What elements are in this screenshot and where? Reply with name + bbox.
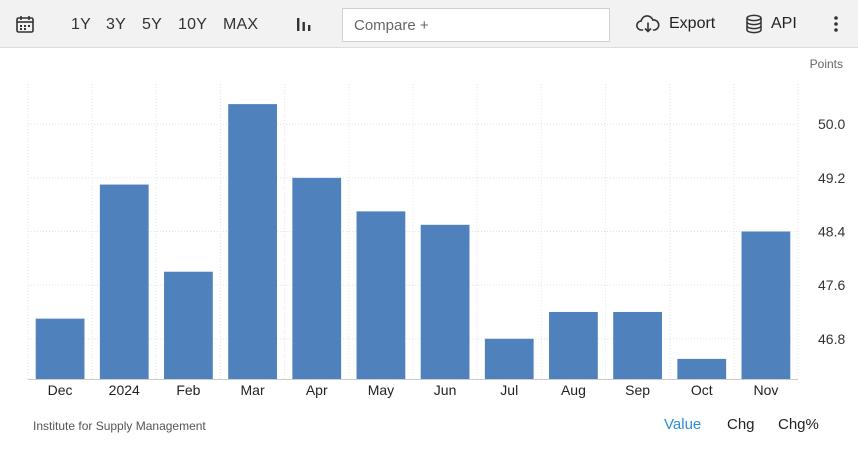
export-button[interactable]: Export [636, 0, 715, 48]
bar-chart: 46.8 47.6 48.4 49.2 50.0 Points Dec 2024 Feb Mar A… [27, 57, 845, 398]
calendar-icon [16, 16, 34, 33]
bar [484, 338, 534, 379]
x-tick-label: May [368, 382, 394, 398]
bar [677, 358, 727, 379]
bar [35, 318, 85, 379]
range-3y-button[interactable]: 3Y [106, 16, 126, 33]
compare-input[interactable] [342, 8, 610, 42]
tab-chg[interactable]: Chg [727, 416, 755, 433]
x-tick-label: Jun [434, 382, 457, 398]
y-tick-label: 49.2 [818, 170, 845, 186]
x-tick-label: Jul [500, 382, 518, 398]
y-tick-label: 46.8 [818, 331, 845, 347]
bar [99, 184, 149, 379]
y-tick-label: 48.4 [818, 224, 845, 240]
chart-type-button[interactable] [295, 0, 313, 48]
range-5y-button[interactable]: 5Y [142, 16, 162, 33]
export-label: Export [669, 15, 716, 32]
bar [356, 211, 406, 379]
bar [613, 311, 662, 379]
cloud-download-icon [636, 15, 660, 33]
bar [741, 231, 791, 379]
x-tick-label: 2024 [109, 382, 140, 398]
x-tick-label: Dec [48, 382, 73, 398]
y-tick-label: 47.6 [818, 277, 845, 293]
bar [420, 224, 470, 379]
bar [228, 104, 277, 379]
bar [549, 311, 598, 379]
x-tick-label: Sep [625, 382, 650, 398]
tab-value[interactable]: Value [664, 416, 702, 433]
bar [164, 271, 213, 379]
bar-chart-icon [297, 18, 311, 31]
range-max-button[interactable]: MAX [223, 16, 259, 33]
bar [292, 177, 342, 379]
more-vertical-icon [834, 16, 838, 32]
range-1y-button[interactable]: 1Y [71, 16, 91, 33]
tab-chg-percent[interactable]: Chg% [778, 416, 819, 433]
x-tick-label: Feb [176, 382, 200, 398]
calendar-button[interactable] [15, 0, 35, 48]
y-tick-label: 50.0 [818, 116, 845, 132]
x-tick-label: Mar [241, 382, 265, 398]
source-label: Institute for Supply Management [33, 419, 206, 433]
x-tick-label: Nov [753, 382, 778, 398]
database-icon [746, 14, 762, 34]
more-options-button[interactable] [830, 0, 842, 48]
range-10y-button[interactable]: 10Y [178, 16, 208, 33]
chart-area: 46.8 47.6 48.4 49.2 50.0 Points Dec 2024 Feb Mar A… [0, 48, 858, 448]
x-tick-label: Oct [691, 382, 713, 398]
chart-toolbar: 1Y 3Y 5Y 10Y MAX Export API [0, 0, 858, 48]
api-button[interactable]: API [745, 0, 797, 48]
api-label: API [771, 15, 797, 32]
x-tick-label: Apr [306, 382, 328, 398]
y-axis-label: Points [810, 57, 843, 71]
x-tick-label: Aug [561, 382, 586, 398]
